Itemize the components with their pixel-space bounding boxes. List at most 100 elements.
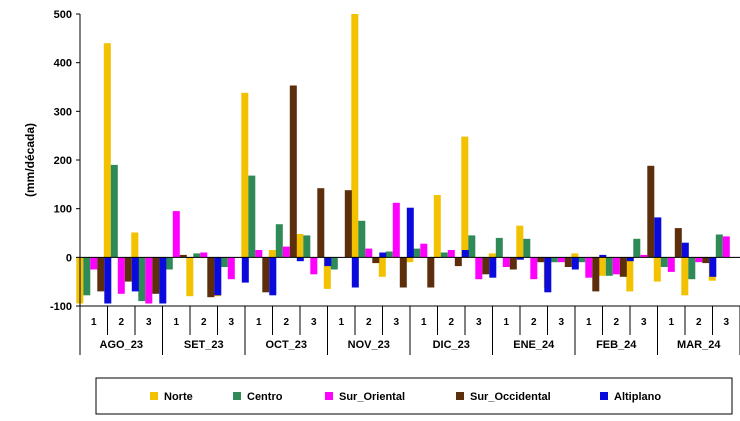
bar-centro xyxy=(633,238,641,258)
bar-sur-oriental xyxy=(310,257,318,275)
bar-altiplano xyxy=(159,257,167,304)
bar-centro xyxy=(275,224,283,258)
decade-label: 1 xyxy=(256,317,262,328)
bar-norte xyxy=(241,92,249,258)
bar-sur-occidental xyxy=(399,257,407,288)
y-tick-label: 100 xyxy=(54,204,72,216)
decade-label: 2 xyxy=(613,317,619,328)
bar-altiplano xyxy=(269,257,277,296)
bar-sur-occidental xyxy=(179,254,187,258)
bar-norte xyxy=(461,136,469,258)
bar-centro xyxy=(220,257,228,267)
decade-label: 1 xyxy=(668,317,674,328)
bar-altiplano xyxy=(681,242,689,258)
bar-altiplano xyxy=(571,257,579,270)
decade-label: 3 xyxy=(393,317,399,328)
bar-centro xyxy=(165,257,173,270)
legend-swatch xyxy=(233,392,241,400)
bar-altiplano xyxy=(406,207,414,258)
bar-altiplano xyxy=(131,257,139,292)
bar-altiplano xyxy=(654,217,662,258)
y-axis-title: (mm/década) xyxy=(23,123,37,197)
month-label: NOV_23 xyxy=(348,339,390,351)
legend-label: Altiplano xyxy=(614,391,661,403)
bar-sur-occidental xyxy=(647,165,655,258)
decade-label: 1 xyxy=(338,317,344,328)
bar-sur-occidental xyxy=(619,257,627,277)
bar-sur-occidental xyxy=(372,257,380,264)
bar-sur-occidental xyxy=(482,257,490,275)
bar-sur-occidental xyxy=(97,257,105,292)
decade-label: 3 xyxy=(311,317,317,328)
bar-centro xyxy=(110,164,118,258)
bar-norte xyxy=(571,253,579,258)
month-label: OCT_23 xyxy=(265,339,307,351)
decade-label: 3 xyxy=(146,317,152,328)
decade-label: 3 xyxy=(558,317,564,328)
decade-label: 3 xyxy=(723,317,729,328)
y-tick-label: 400 xyxy=(54,58,72,70)
decade-label: 1 xyxy=(586,317,592,328)
legend-swatch xyxy=(600,392,608,400)
decade-label: 3 xyxy=(228,317,234,328)
bar-norte xyxy=(103,43,111,258)
bar-sur-oriental xyxy=(447,250,455,258)
bar-centro xyxy=(660,257,668,267)
legend: Norte Centro Sur_Oriental Sur_Occidental Alt… xyxy=(95,377,733,415)
bars-layer xyxy=(76,14,740,304)
bar-sur-oriental xyxy=(667,257,675,272)
bar-sur-occidental xyxy=(289,85,297,258)
bar-sur-oriental xyxy=(530,257,538,280)
bar-norte xyxy=(598,257,606,276)
decade-label: 2 xyxy=(448,317,454,328)
decade-label: 2 xyxy=(366,317,372,328)
bar-sur-occidental xyxy=(262,257,270,293)
bar-norte xyxy=(296,234,304,258)
bar-sur-occidental xyxy=(344,190,352,258)
bar-norte xyxy=(323,257,331,289)
bar-centro xyxy=(385,251,393,258)
bar-sur-occidental xyxy=(509,257,517,270)
bar-sur-occidental xyxy=(592,257,600,292)
decade-label: 2 xyxy=(201,317,207,328)
bar-norte xyxy=(186,257,194,297)
decade-label: 2 xyxy=(531,317,537,328)
bar-altiplano xyxy=(379,252,387,258)
bar-centro xyxy=(523,238,531,258)
legend-label: Sur_Occidental xyxy=(470,391,551,403)
bar-sur-oriental xyxy=(282,246,290,258)
bar-altiplano xyxy=(626,257,634,262)
bar-sur-oriental xyxy=(227,257,235,280)
decade-label: 1 xyxy=(91,317,97,328)
bar-sur-occidental xyxy=(317,188,325,258)
bar-centro xyxy=(715,234,723,258)
decade-label: 3 xyxy=(476,317,482,328)
bar-sur-oriental xyxy=(585,257,593,278)
bar-norte xyxy=(351,14,359,258)
bar-sur-occidental xyxy=(537,257,545,263)
bar-centro xyxy=(688,257,696,280)
bar-centro xyxy=(138,257,146,302)
bar-altiplano xyxy=(241,257,249,283)
bar-altiplano xyxy=(489,257,497,278)
bar-altiplano xyxy=(461,250,469,258)
month-label: SET_23 xyxy=(184,339,224,351)
bar-norte xyxy=(626,257,634,292)
bar-centro xyxy=(413,248,421,258)
bar-norte xyxy=(653,257,661,282)
decade-label: 2 xyxy=(118,317,124,328)
y-tick-label: -100 xyxy=(50,301,72,313)
bar-altiplano xyxy=(214,257,222,296)
bar-sur-oriental xyxy=(420,243,428,258)
bar-altiplano xyxy=(296,257,304,262)
y-tick-label: 0 xyxy=(66,252,72,264)
legend-label: Sur_Oriental xyxy=(339,391,405,403)
bar-sur-oriental xyxy=(502,257,510,267)
month-label: ENE_24 xyxy=(513,339,555,351)
decade-label: 3 xyxy=(641,317,647,328)
bar-sur-oriental xyxy=(200,252,208,258)
bar-sur-oriental xyxy=(557,257,565,263)
bar-norte xyxy=(681,257,689,296)
legend-swatch xyxy=(150,392,158,400)
